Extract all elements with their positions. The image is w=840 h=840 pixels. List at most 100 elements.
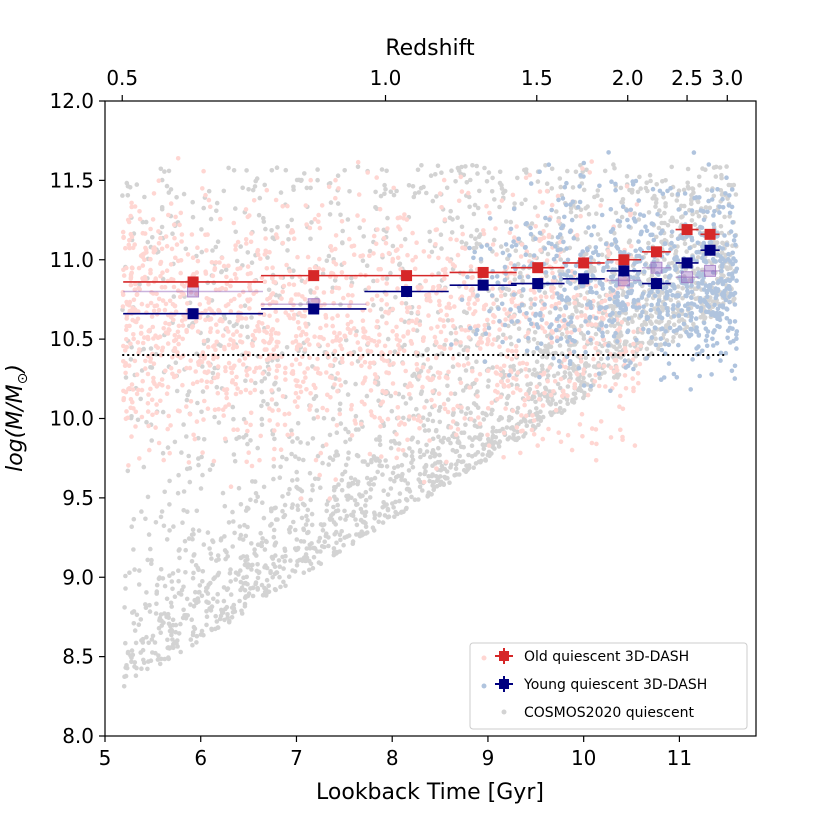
old-point [366,335,371,341]
cosmos-point [449,230,455,235]
young-point [620,204,626,209]
old-point [579,411,585,417]
old-point [414,317,420,323]
old-point [201,168,206,174]
cosmos-point [662,257,667,262]
cosmos-point [172,640,178,645]
young-point [637,246,643,252]
young-point [499,301,505,307]
cosmos-point [305,530,310,536]
old-point [130,245,136,251]
old-point [541,229,546,234]
old-point [323,315,329,320]
young-point [641,326,646,332]
young-point [677,325,682,330]
cosmos-point [534,359,540,365]
cosmos-point [407,446,412,451]
young-point [591,250,596,256]
old-point [283,310,289,315]
old-point [129,204,134,210]
young-point [516,338,521,344]
young-point [571,235,577,241]
cosmos-point [538,418,544,424]
young-point [649,289,654,295]
cosmos-point [476,459,482,465]
cosmos-point [474,359,479,365]
cosmos-point [312,545,317,551]
old-point [293,334,299,339]
cosmos-point [558,306,563,312]
cosmos-point [568,209,574,215]
old-point [204,370,210,376]
cosmos-point [544,355,550,360]
cosmos-point [253,178,258,184]
cosmos-point [196,567,201,573]
cosmos-point [543,387,549,392]
cosmos-point [327,432,333,438]
young-point [570,338,575,343]
cosmos-point [201,205,206,211]
young-point [707,284,713,290]
old-point [409,341,415,346]
old-point [518,254,524,259]
old-point [329,248,335,253]
cosmos-point [448,208,454,214]
cosmos-point [417,484,423,490]
cosmos-point [190,630,196,635]
young-point [686,306,691,312]
cosmos-point [299,515,305,521]
cosmos-point [214,200,220,206]
cosmos-point [182,538,188,544]
young-point [608,229,614,234]
young-point [675,303,681,309]
cosmos-point [212,414,217,420]
cosmos-point [176,472,181,478]
old-point [628,212,633,218]
old-point [304,338,309,344]
young-point [689,283,694,288]
young-point [608,207,614,212]
old-point [166,413,171,419]
old-point [426,254,432,259]
cosmos-point [166,190,172,195]
cosmos-point [268,569,273,574]
old-point [495,382,500,388]
cosmos-point [355,359,361,364]
cosmos-point [170,571,176,576]
young-point [649,335,655,340]
old-point [318,450,324,456]
old-point [459,327,465,332]
old-point [614,260,620,266]
old-point [139,414,145,420]
old-point [425,357,431,362]
cosmos-point [690,186,696,192]
cosmos-point [305,507,311,513]
old-point [149,397,155,403]
old-point [419,285,424,290]
cosmos-point [652,331,657,337]
young-point [509,244,515,249]
old-point [410,258,415,263]
old-point [477,421,483,427]
cosmos-point [448,465,453,470]
old-point [290,340,296,345]
cosmos-point [248,586,253,591]
young-point [696,270,701,276]
cosmos-point [484,412,489,418]
cosmos-point [170,617,176,623]
cosmos-point [237,598,242,604]
old-point [582,344,587,350]
young-point [681,321,687,327]
old-point [383,309,388,315]
old-point [151,308,157,314]
old-point [126,363,132,369]
young-point [673,293,678,299]
old-point [245,264,251,269]
cosmos-point [246,591,252,596]
cosmos-point [580,169,585,175]
cosmos-point [499,182,504,188]
scatter-clouds [120,150,740,689]
cosmos-point [290,502,296,507]
old-point [188,358,193,363]
young-point [551,256,557,262]
